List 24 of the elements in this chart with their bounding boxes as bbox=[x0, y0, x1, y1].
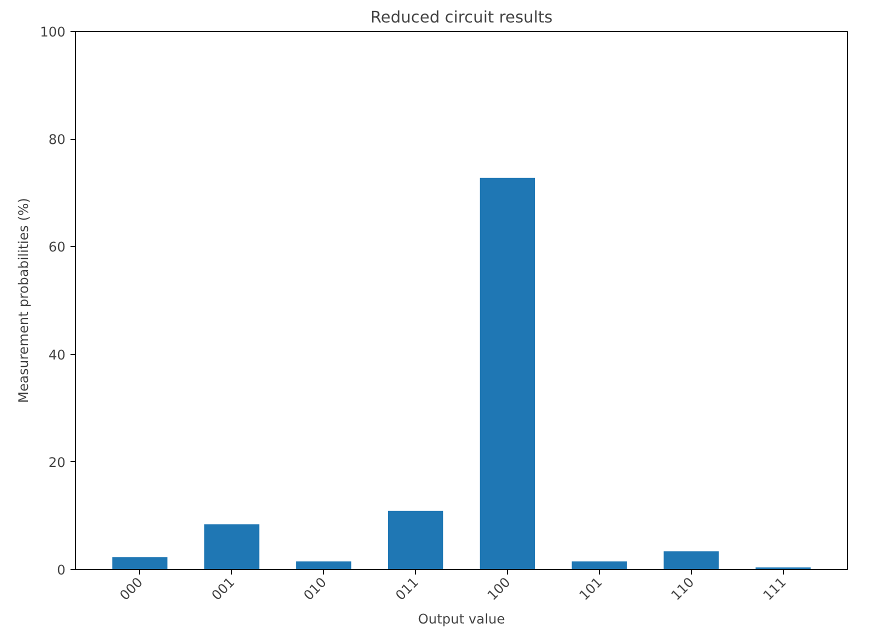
y-tick-label: 80 bbox=[48, 133, 66, 148]
y-tick-label: 40 bbox=[48, 348, 66, 364]
bar bbox=[572, 561, 627, 570]
y-tick-label: 100 bbox=[40, 26, 66, 40]
chart-title: Reduced circuit results bbox=[370, 8, 553, 26]
x-tick-label: 010 bbox=[301, 575, 330, 604]
y-axis-title: Measurement probabilities (%) bbox=[17, 198, 32, 404]
y-tick-label: 20 bbox=[48, 456, 66, 471]
x-tick-label: 111 bbox=[760, 575, 790, 604]
y-tick-label: 0 bbox=[57, 564, 66, 578]
bar bbox=[112, 557, 168, 570]
x-tick-label: 011 bbox=[393, 575, 422, 604]
x-axis-title: Output value bbox=[418, 612, 505, 628]
bar bbox=[204, 524, 260, 570]
bar bbox=[296, 561, 352, 570]
x-tick-label: 000 bbox=[118, 575, 146, 604]
x-tick-label: 001 bbox=[210, 575, 238, 604]
x-tick-label: 110 bbox=[669, 575, 698, 604]
x-tick-label: 100 bbox=[485, 575, 514, 604]
bar bbox=[388, 510, 444, 570]
bar bbox=[480, 178, 536, 570]
y-tick-label: 60 bbox=[48, 240, 66, 256]
x-tick-label: 101 bbox=[577, 575, 606, 604]
bar bbox=[664, 551, 719, 570]
